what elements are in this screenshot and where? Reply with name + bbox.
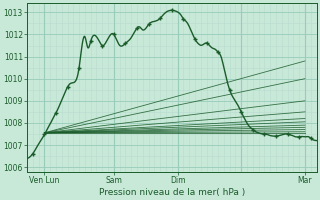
X-axis label: Pression niveau de la mer( hPa ): Pression niveau de la mer( hPa ) — [99, 188, 245, 197]
